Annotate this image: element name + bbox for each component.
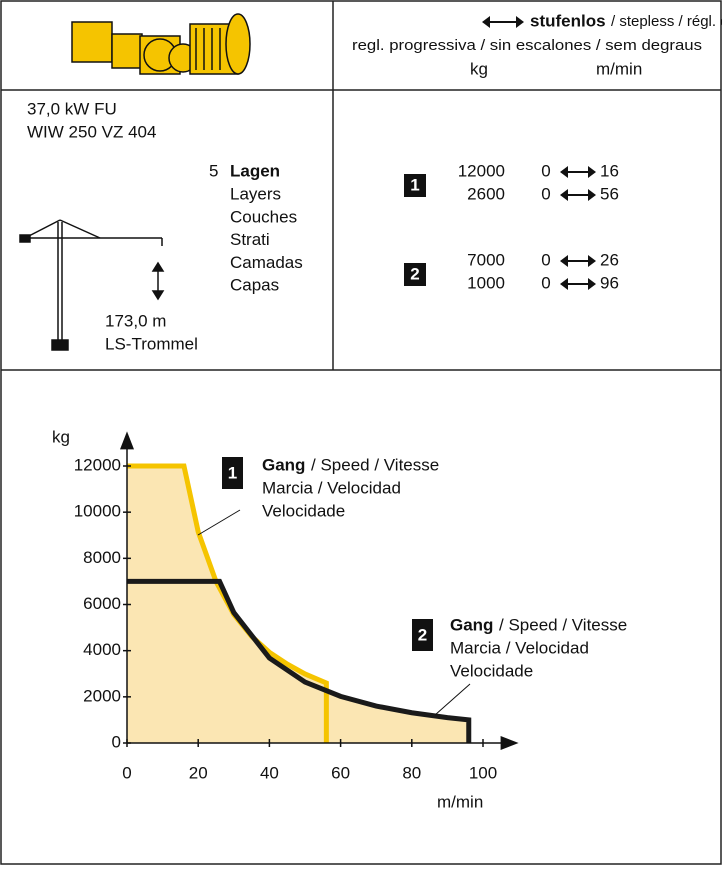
y-tick-label: 8000 xyxy=(83,548,121,567)
legend-bold: Gang xyxy=(450,615,493,634)
gear-number: 2 xyxy=(410,264,419,283)
drive-text: LS-Trommel xyxy=(105,334,198,353)
drive-text: 173,0 m xyxy=(105,311,166,330)
arrow xyxy=(560,189,596,201)
layer-name: Capas xyxy=(230,276,279,295)
leader-line xyxy=(434,683,471,716)
speed-min: 0 xyxy=(541,184,550,203)
x-tick-label: 20 xyxy=(189,763,208,782)
legend-number: 2 xyxy=(418,625,427,644)
y-tick-label: 2000 xyxy=(83,686,121,705)
header-unit: m/min xyxy=(596,59,642,78)
legend-number: 1 xyxy=(228,463,237,482)
y-tick-label: 10000 xyxy=(74,502,121,521)
legend-bold: Gang xyxy=(262,455,305,474)
layer-name: Strati xyxy=(230,230,270,249)
load: 2600 xyxy=(467,184,505,203)
header-text: regl. progressiva / sin escalones / sem … xyxy=(352,37,702,54)
winch-icon xyxy=(71,13,251,75)
y-tick-label: 4000 xyxy=(83,640,121,659)
header-unit: kg xyxy=(470,59,488,78)
header-bold: stufenlos xyxy=(530,11,606,30)
leader-line xyxy=(197,509,241,536)
speed-max: 26 xyxy=(600,250,619,269)
header-arrow xyxy=(482,16,524,28)
legend-text: / Speed / Vitesse xyxy=(311,455,439,474)
layer-name: Layers xyxy=(230,184,281,203)
arrow xyxy=(560,255,596,267)
y-axis-arrow xyxy=(120,431,134,450)
drive-text: 37,0 kW FU xyxy=(27,99,117,118)
load: 7000 xyxy=(467,250,505,269)
y-axis-label: kg xyxy=(52,427,70,446)
x-tick-label: 80 xyxy=(402,763,421,782)
load: 1000 xyxy=(467,273,505,292)
x-tick-label: 40 xyxy=(260,763,279,782)
area xyxy=(127,581,469,743)
x-tick-label: 60 xyxy=(331,763,350,782)
speed-max: 16 xyxy=(600,161,619,180)
load: 12000 xyxy=(458,161,505,180)
x-tick-label: 100 xyxy=(469,763,497,782)
speed-max: 56 xyxy=(600,184,619,203)
y-tick-label: 12000 xyxy=(74,455,121,474)
layer-name: Couches xyxy=(230,207,297,226)
line xyxy=(127,578,472,743)
arrow xyxy=(560,166,596,178)
gear-box xyxy=(404,263,426,286)
legend-text: Velocidade xyxy=(450,661,533,680)
x-axis-label: m/min xyxy=(437,792,483,811)
x-tick-label: 0 xyxy=(122,763,131,782)
speed-min: 0 xyxy=(541,250,550,269)
drive-text: WIW 250 VZ 404 xyxy=(27,122,156,141)
speed-max: 96 xyxy=(600,273,619,292)
crane-icon xyxy=(19,219,165,351)
legend-text: Marcia / Velocidad xyxy=(262,478,401,497)
x-axis-arrow xyxy=(500,736,519,750)
legend-text: Velocidade xyxy=(262,501,345,520)
legend-box xyxy=(412,619,433,651)
gear-number: 1 xyxy=(410,175,419,194)
layers-count: 5 xyxy=(209,161,218,180)
layers-bold: Lagen xyxy=(230,161,280,180)
legend-box xyxy=(222,457,243,489)
header-text: / stepless / régl. continu xyxy=(611,13,722,30)
speed-min: 0 xyxy=(541,161,550,180)
speed-min: 0 xyxy=(541,273,550,292)
arrow xyxy=(560,278,596,290)
y-tick-label: 6000 xyxy=(83,594,121,613)
y-tick-label: 0 xyxy=(112,732,121,751)
layer-name: Camadas xyxy=(230,253,303,272)
gear-box xyxy=(404,174,426,197)
legend-text: Marcia / Velocidad xyxy=(450,638,589,657)
legend-text: / Speed / Vitesse xyxy=(499,615,627,634)
